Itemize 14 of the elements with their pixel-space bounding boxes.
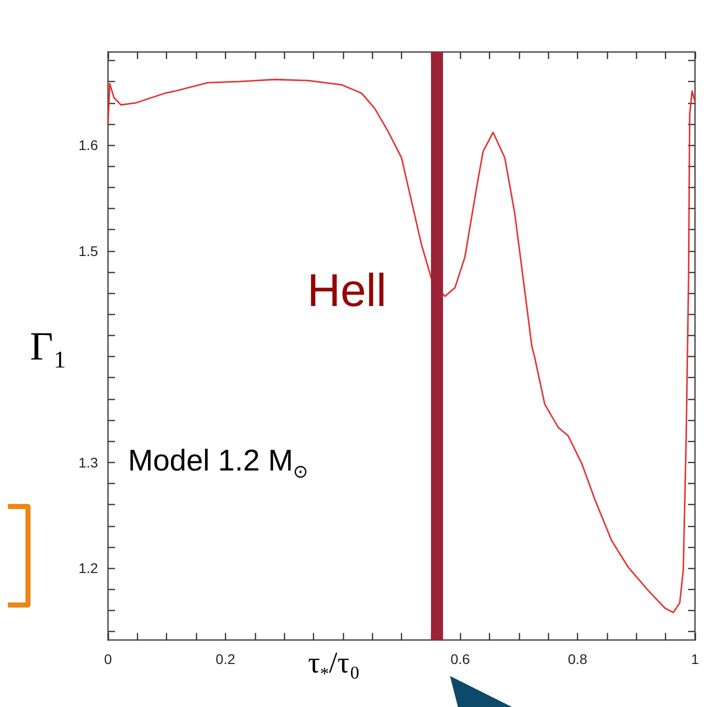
line-series — [107, 78, 696, 614]
x-tick-label: 1 — [691, 651, 700, 667]
y-tick-label: 1.6 — [78, 137, 98, 154]
x-tick-label: 0.6 — [450, 651, 470, 667]
y-tick-label: 1.2 — [78, 560, 98, 576]
y-tick-label: 1.3 — [78, 454, 98, 470]
x-tick-label: 0 — [104, 651, 112, 667]
ref-line-label: Hell — [307, 264, 386, 316]
y-tick-label: 1.5 — [78, 242, 98, 259]
x-axis-title: τ*/τ₀ — [308, 646, 360, 684]
x-tick-label: 0.8 — [568, 651, 588, 667]
annotation: Model 1.2 M⊙ — [128, 444, 308, 482]
x-tick-label: 0.2 — [216, 651, 236, 667]
y-axis-title: Γ₁ — [30, 324, 68, 368]
